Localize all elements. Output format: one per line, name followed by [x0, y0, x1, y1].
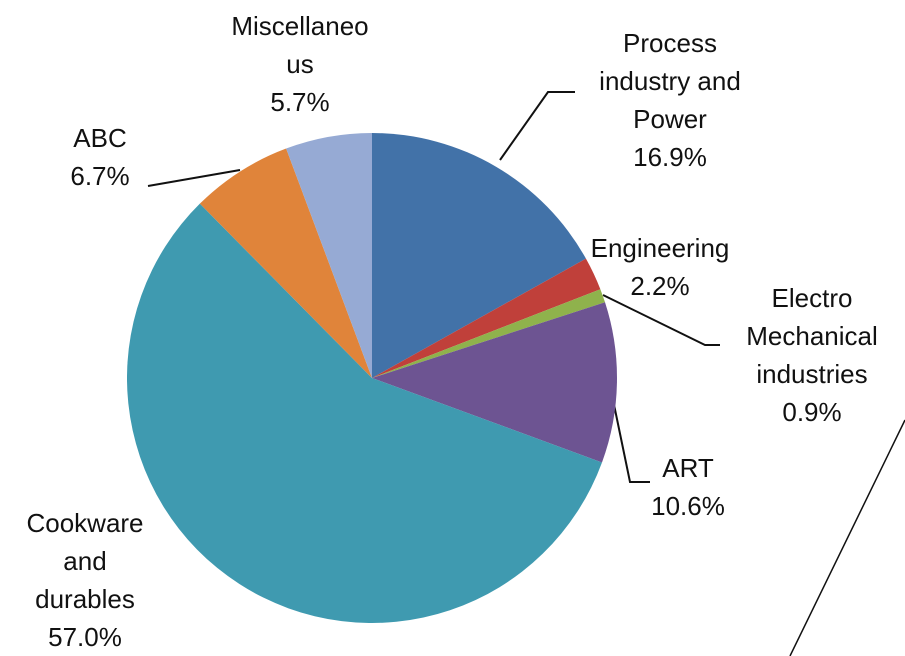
slice-label: Electro Mechanical industries	[746, 283, 878, 389]
slice-label: Miscellaneo us	[231, 11, 368, 79]
leader-line	[147, 169, 241, 187]
slice-label: Engineering	[591, 233, 730, 263]
pie-slice	[286, 133, 372, 378]
slice-label: ART	[662, 453, 714, 483]
slice-value-label: 57.0%	[48, 622, 122, 652]
pie-slice	[199, 148, 372, 378]
pie-slice	[372, 133, 586, 378]
slice-value-label: 5.7%	[270, 87, 329, 117]
slice-value-label: 6.7%	[70, 161, 129, 191]
leader-lines	[147, 91, 720, 483]
pie-slice	[372, 289, 606, 378]
slice-label: ABC	[73, 123, 126, 153]
slice-value-label: 0.9%	[782, 397, 841, 427]
pie-slice	[372, 302, 617, 463]
slice-label: Cookware and durables	[26, 508, 143, 614]
leader-line	[611, 394, 650, 483]
leader-line	[602, 294, 720, 346]
pie-slice	[126, 203, 602, 623]
slice-label: Process industry and Power	[599, 28, 741, 134]
pie-slice	[372, 258, 601, 378]
slice-value-label: 2.2%	[630, 271, 689, 301]
leader-line	[499, 91, 575, 161]
stray-line	[789, 419, 905, 656]
slice-value-label: 16.9%	[633, 142, 707, 172]
pie	[126, 133, 617, 623]
slice-value-label: 10.6%	[651, 491, 725, 521]
